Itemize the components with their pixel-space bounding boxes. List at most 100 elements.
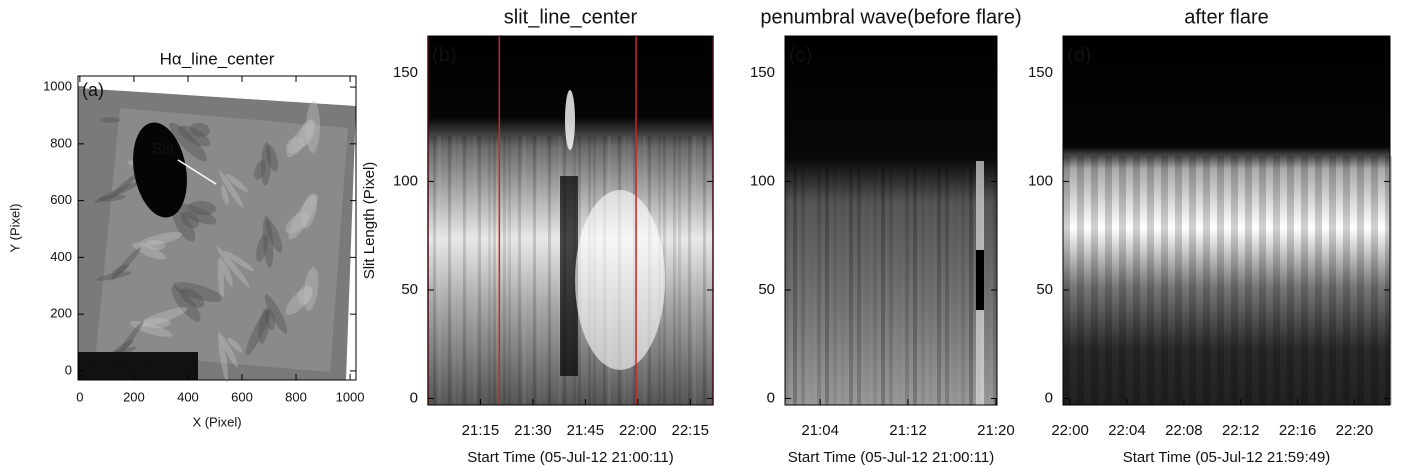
stripe bbox=[678, 136, 681, 405]
texture bbox=[181, 211, 199, 229]
stripe bbox=[1161, 156, 1168, 405]
stripe bbox=[438, 136, 441, 405]
stripe bbox=[1203, 156, 1210, 405]
stripe bbox=[483, 136, 486, 405]
stripe bbox=[929, 166, 933, 405]
stripe bbox=[937, 166, 941, 405]
stripe bbox=[493, 136, 496, 405]
stripe bbox=[953, 166, 957, 405]
texture bbox=[188, 200, 216, 216]
texture bbox=[100, 117, 120, 123]
x-axis-label: Start Time (05-Jul-12 21:00:11) bbox=[467, 449, 673, 466]
stripe bbox=[993, 166, 997, 405]
texture bbox=[265, 219, 283, 253]
panel-label: (a) bbox=[82, 80, 104, 100]
stripe bbox=[809, 166, 813, 405]
stripe bbox=[683, 136, 686, 405]
texture bbox=[265, 144, 279, 172]
stripe bbox=[488, 136, 491, 405]
stripe bbox=[443, 136, 446, 405]
stripe bbox=[897, 166, 901, 405]
texture bbox=[96, 271, 132, 281]
stripe bbox=[1343, 156, 1350, 405]
stripe bbox=[881, 166, 885, 405]
axes: 0 200 400 600 800 100002004006008001000Hα_lin… bbox=[7, 6, 1391, 466]
stripe bbox=[453, 136, 456, 405]
y-tick-label: 0 bbox=[1045, 389, 1053, 406]
stripe bbox=[473, 136, 476, 405]
panel-title: after flare bbox=[1184, 6, 1268, 28]
stripe bbox=[913, 166, 917, 405]
texture bbox=[298, 119, 316, 147]
x-tick-label: 22:00 bbox=[619, 422, 657, 439]
texture bbox=[98, 194, 126, 202]
stripe bbox=[785, 166, 789, 405]
x-tick-label: 22:20 bbox=[1336, 422, 1374, 439]
stripe bbox=[523, 136, 526, 405]
y-tick-label: 50 bbox=[401, 281, 418, 298]
texture bbox=[111, 264, 129, 276]
y-tick-label: 200 bbox=[50, 306, 72, 321]
y-tick-label: 100 bbox=[1028, 172, 1053, 189]
texture bbox=[172, 282, 224, 302]
slit-label: Slit bbox=[152, 141, 175, 158]
texture bbox=[286, 120, 316, 158]
y-axis-label: Y (Pixel) bbox=[7, 204, 22, 253]
stripe bbox=[921, 166, 925, 405]
stripe bbox=[538, 136, 541, 405]
stripe bbox=[1245, 156, 1252, 405]
stripe bbox=[873, 166, 877, 405]
x-tick-label: 22:16 bbox=[1279, 422, 1317, 439]
x-tick-label: 22:04 bbox=[1108, 422, 1146, 439]
time-stamp: 22:06:13 UT bbox=[82, 357, 181, 377]
stripe bbox=[1259, 156, 1266, 405]
frame bbox=[427, 35, 714, 406]
texture bbox=[217, 331, 229, 383]
texture bbox=[305, 101, 321, 153]
x-tick-label: 21:15 bbox=[462, 422, 500, 439]
stripe bbox=[693, 136, 696, 405]
panel-label: (b) bbox=[432, 44, 456, 66]
stripe bbox=[1119, 156, 1126, 405]
y-tick-label: 1000 bbox=[43, 79, 72, 94]
texture bbox=[264, 310, 276, 330]
frame bbox=[1062, 35, 1391, 406]
image-bg bbox=[785, 36, 997, 405]
texture bbox=[175, 203, 217, 225]
stripe bbox=[1371, 156, 1378, 405]
y-tick-label: 0 bbox=[410, 389, 418, 406]
texture bbox=[143, 317, 171, 329]
y-tick-label: 100 bbox=[750, 172, 775, 189]
x-tick-label: 21:12 bbox=[889, 422, 927, 439]
texture bbox=[288, 194, 318, 240]
x-tick-label: 21:04 bbox=[801, 422, 839, 439]
stripe bbox=[801, 166, 805, 405]
texture bbox=[285, 212, 309, 234]
texture bbox=[285, 136, 305, 154]
stripe bbox=[857, 166, 861, 405]
dark-front bbox=[560, 176, 578, 376]
stripe bbox=[1189, 156, 1196, 405]
x-tick-label: 21:30 bbox=[514, 422, 552, 439]
texture bbox=[217, 257, 225, 301]
y-tick-label: 50 bbox=[1036, 281, 1053, 298]
x-tick-label: 22:12 bbox=[1222, 422, 1260, 439]
sunspot bbox=[133, 122, 187, 218]
stripe bbox=[703, 136, 706, 405]
stripe bbox=[841, 166, 845, 405]
texture bbox=[221, 259, 233, 287]
x-tick-label: 21:45 bbox=[567, 422, 605, 439]
image-bg bbox=[1063, 36, 1390, 405]
texture bbox=[138, 307, 188, 327]
stripe bbox=[433, 136, 436, 405]
stripe bbox=[1147, 156, 1154, 405]
y-tick-label: 150 bbox=[1028, 64, 1053, 81]
stripe bbox=[478, 136, 481, 405]
texture bbox=[223, 250, 255, 272]
stripe bbox=[458, 136, 461, 405]
stripe bbox=[1231, 156, 1238, 405]
panel-title: penumbral wave(before flare) bbox=[760, 6, 1021, 28]
texture bbox=[303, 267, 319, 311]
stripe bbox=[1091, 156, 1098, 405]
